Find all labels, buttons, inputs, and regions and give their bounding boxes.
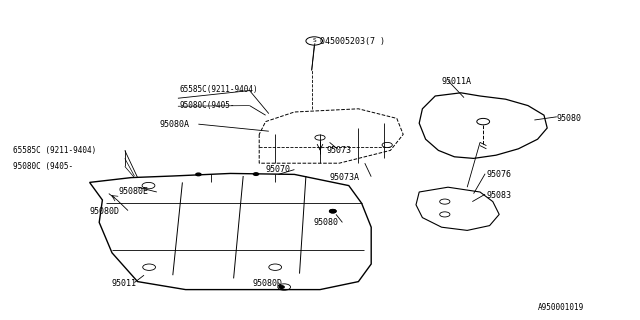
Circle shape bbox=[279, 286, 284, 288]
Text: 95073A: 95073A bbox=[330, 173, 360, 182]
Text: 65585C (9211-9404): 65585C (9211-9404) bbox=[13, 146, 96, 155]
Text: 95080C (9405-: 95080C (9405- bbox=[13, 162, 73, 171]
Text: 95080D: 95080D bbox=[90, 207, 120, 216]
Text: 95070: 95070 bbox=[266, 165, 291, 174]
Text: 65585C(9211-9404): 65585C(9211-9404) bbox=[179, 85, 258, 94]
Text: 95073: 95073 bbox=[326, 146, 351, 155]
Text: 045005203(7 ): 045005203(7 ) bbox=[320, 37, 385, 46]
Text: 95083: 95083 bbox=[486, 191, 511, 200]
Text: S: S bbox=[312, 38, 316, 44]
Text: 95080: 95080 bbox=[314, 218, 339, 227]
Text: 95080C(9405-: 95080C(9405- bbox=[179, 101, 235, 110]
Text: 95080A: 95080A bbox=[160, 120, 190, 129]
Text: 95011: 95011 bbox=[112, 279, 137, 288]
Text: A950001019: A950001019 bbox=[538, 303, 584, 312]
Text: 95076: 95076 bbox=[486, 170, 511, 179]
Circle shape bbox=[330, 210, 336, 213]
Text: 95080: 95080 bbox=[557, 114, 582, 123]
Text: 95080D: 95080D bbox=[253, 279, 283, 288]
Circle shape bbox=[196, 173, 201, 176]
Circle shape bbox=[330, 210, 336, 213]
Circle shape bbox=[253, 173, 259, 175]
Text: 95011A: 95011A bbox=[442, 77, 472, 86]
Text: 95080E: 95080E bbox=[118, 188, 148, 196]
